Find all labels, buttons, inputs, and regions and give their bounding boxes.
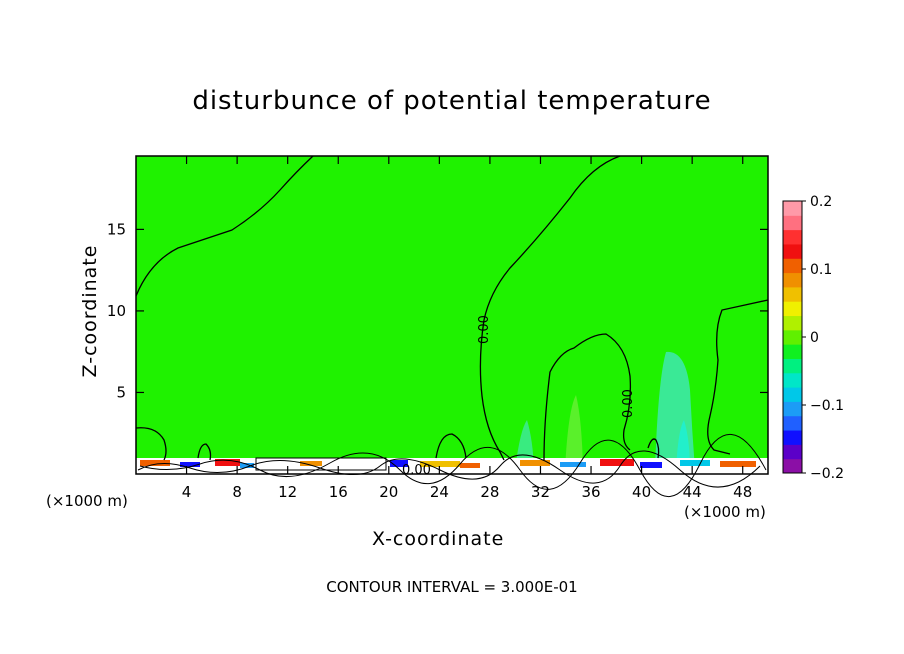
contour-40 (647, 438, 660, 459)
x-tick-label: 12 (278, 483, 297, 501)
colorbar (783, 201, 802, 474)
colorbar-swatch (783, 372, 802, 388)
x-tick-label: 48 (733, 483, 752, 501)
x-tick-label: 36 (581, 483, 600, 501)
colorbar-swatch (783, 201, 802, 216)
x-tick-label: 8 (232, 483, 242, 501)
x-tick-label: 32 (531, 483, 550, 501)
colorbar-swatch (783, 415, 802, 431)
colorbar-swatch (783, 458, 802, 474)
colorbar-swatch (783, 344, 802, 359)
contour-lines (135, 155, 769, 461)
colorbar-swatch (783, 387, 802, 402)
contour-label-38: 0.00 (621, 389, 636, 418)
colorbar-label: 0.2 (810, 194, 832, 210)
contour-small-bump (197, 443, 212, 461)
contour-plume (543, 333, 632, 461)
colorbar-label: −0.1 (810, 398, 844, 414)
y-tick-label: 5 (116, 383, 126, 401)
x-tick-marks (185, 156, 744, 474)
plot-frame (135, 155, 769, 475)
x-unit-right: (×1000 m) (684, 503, 766, 521)
colorbar-label: 0.1 (810, 262, 832, 278)
chart-title: disturbunce of potential temperature (192, 86, 712, 116)
x-tick-labels: 4 8 12 16 20 24 28 32 36 40 44 48 (182, 483, 752, 501)
colorbar-swatch (783, 229, 802, 245)
x-tick-label: 16 (329, 483, 348, 501)
y-tick-label: 10 (107, 302, 126, 320)
colorbar-swatch (783, 444, 802, 460)
x-tick-label: 44 (683, 483, 702, 501)
colorbar-label: 0 (810, 330, 819, 346)
x-unit-left: (×1000 m) (46, 492, 128, 510)
contour-right (707, 299, 769, 455)
warm-plume (565, 395, 583, 470)
contour-hump-24 (435, 433, 467, 459)
colorbar-swatch (783, 272, 802, 288)
colorbar-label: −0.2 (810, 466, 844, 482)
contour-upper-left (135, 155, 314, 297)
colorbar-swatch (783, 315, 802, 331)
y-axis-label: Z-coordinate (79, 244, 101, 378)
colorbar-swatch (783, 215, 802, 231)
colorbar-swatch (783, 329, 802, 345)
colorbar-swatch (783, 401, 802, 417)
cool-plume-left (515, 420, 534, 470)
colorbar-swatch (783, 430, 802, 445)
x-tick-label: 40 (632, 483, 651, 501)
contour-label-bottom: 0.00 (402, 463, 431, 478)
contour-interval-note: CONTOUR INTERVAL = 3.000E-01 (326, 578, 578, 596)
y-tick-labels: 5 10 15 (107, 220, 126, 401)
x-tick-label: 24 (430, 483, 449, 501)
contour-label-28: 0.00 (477, 315, 492, 344)
y-tick-marks (136, 228, 768, 394)
x-tick-label: 20 (379, 483, 398, 501)
boundary-layer-noise (137, 433, 767, 498)
colorbar-labels: 0.2 0.1 0 −0.1 −0.2 (802, 194, 844, 482)
y-tick-label: 15 (107, 220, 126, 238)
contour-middle (479, 155, 621, 461)
colorbar-swatch (783, 286, 802, 302)
x-tick-label: 4 (182, 483, 192, 501)
colorbar-swatch (783, 358, 802, 374)
colorbar-swatch (783, 258, 802, 274)
colorbar-swatch (783, 243, 802, 259)
colorbar-swatch (783, 301, 802, 317)
x-tick-label: 28 (480, 483, 499, 501)
cool-plume-small (676, 420, 690, 470)
contour-left-bump (135, 427, 167, 461)
x-axis-label: X-coordinate (372, 528, 505, 550)
